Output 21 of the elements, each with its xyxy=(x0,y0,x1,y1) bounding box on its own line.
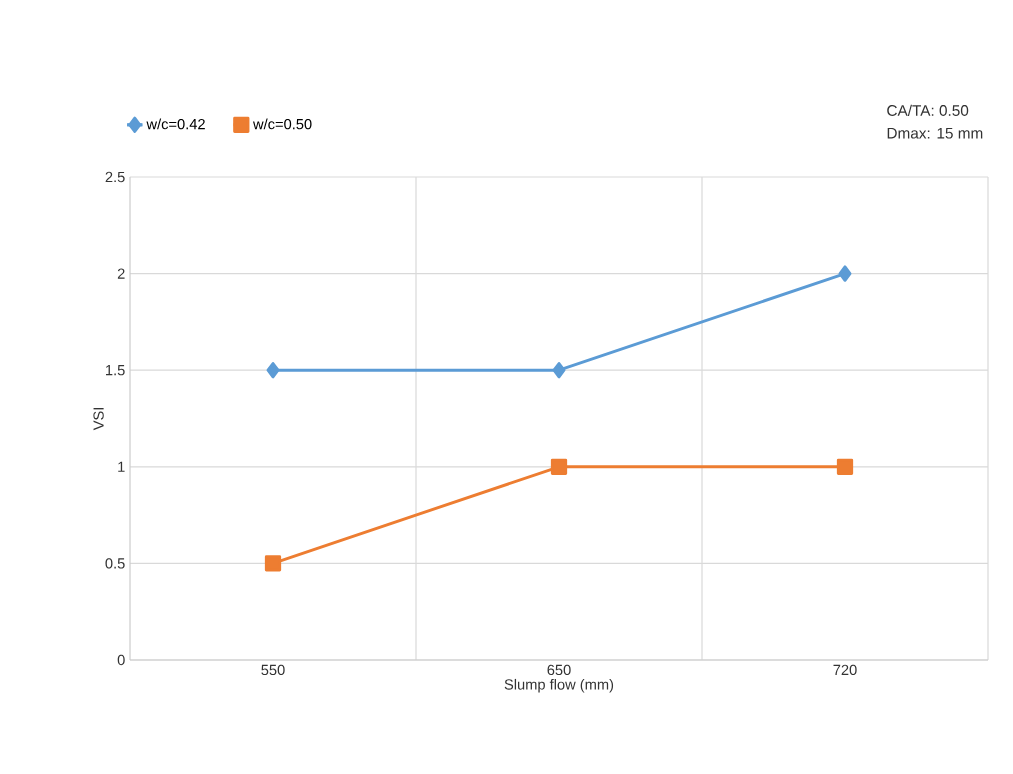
y-tick-label: 2 xyxy=(117,268,125,279)
legend-label: w/c=0.50 xyxy=(253,118,312,130)
point xyxy=(266,362,280,379)
point xyxy=(550,458,568,475)
point xyxy=(264,555,282,572)
y-axis-title: VSI xyxy=(93,408,104,431)
text: Dmax: 15 mm xyxy=(887,127,983,139)
legend-label: w/c=0.42 xyxy=(146,118,205,130)
x-axis-title: Slump flow (mm) xyxy=(504,678,614,693)
x-tick-label: 550 xyxy=(261,664,285,676)
point xyxy=(552,362,566,379)
x-tick-label: 720 xyxy=(833,664,857,676)
y-tick-label: 0.5 xyxy=(105,558,125,569)
y-tick-label: 0 xyxy=(117,654,125,666)
point xyxy=(836,458,854,475)
y-tick-label: 1 xyxy=(118,461,125,472)
x-tick-label: 650 xyxy=(547,664,571,676)
point xyxy=(838,265,852,282)
y-tick-label: 1.5 xyxy=(106,365,125,376)
y-tick-label: 2.5 xyxy=(105,171,125,183)
text: CA/TA: 0.50 xyxy=(887,104,969,116)
